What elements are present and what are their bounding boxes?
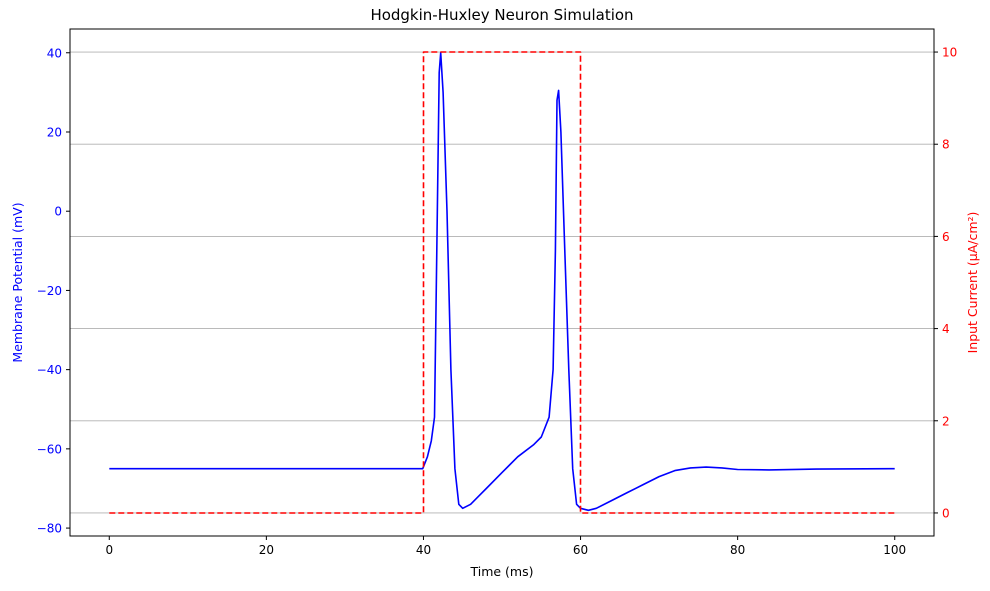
x-tick-label: 20 <box>259 543 274 557</box>
y-tick-label: −80 <box>37 522 62 536</box>
plot-frame <box>69 28 935 537</box>
y2-tick-label: 8 <box>942 138 950 152</box>
x-tick-label: 0 <box>105 543 113 557</box>
x-tick-label: 100 <box>883 543 906 557</box>
plot-series <box>109 51 895 514</box>
y-tick-label: −20 <box>37 284 62 298</box>
membrane-potential-line <box>109 51 895 512</box>
y-axis-title: Membrane Potential (mV) <box>10 202 25 362</box>
input-current-line <box>109 51 895 514</box>
x-axis: 0 20 40 60 80 100 <box>105 536 906 557</box>
y-axis-right: 0 2 4 6 8 10 <box>934 46 957 520</box>
x-tick-label: 80 <box>730 543 745 557</box>
y2-tick-label: 10 <box>942 46 957 60</box>
grid <box>70 51 934 514</box>
y-tick-label: 40 <box>47 46 62 60</box>
y2-tick-label: 0 <box>942 506 950 520</box>
y-tick-label: −40 <box>37 363 62 377</box>
y-tick-label: 20 <box>47 125 62 139</box>
y2-axis-title: Input Current (μA/cm²) <box>965 212 980 354</box>
chart-title: Hodgkin-Huxley Neuron Simulation <box>370 6 633 24</box>
y2-tick-label: 2 <box>942 414 950 428</box>
x-tick-label: 60 <box>573 543 588 557</box>
y-tick-label: −60 <box>37 442 62 456</box>
x-axis-title: Time (ms) <box>469 564 533 579</box>
y2-tick-label: 6 <box>942 230 950 244</box>
y2-tick-label: 4 <box>942 322 950 336</box>
x-tick-label: 40 <box>416 543 431 557</box>
y-axis-left: −80 −60 −40 −20 0 20 40 <box>37 46 70 536</box>
y-tick-label: 0 <box>54 205 62 219</box>
